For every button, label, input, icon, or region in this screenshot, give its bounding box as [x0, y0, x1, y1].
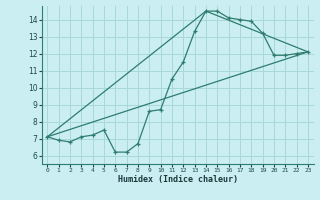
X-axis label: Humidex (Indice chaleur): Humidex (Indice chaleur) — [118, 175, 237, 184]
